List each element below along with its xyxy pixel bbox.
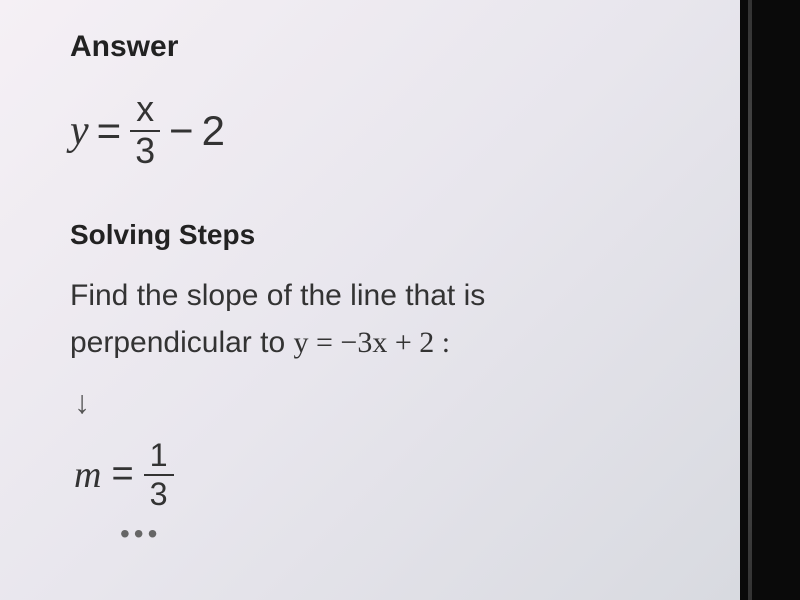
slope-fraction: 1 3	[144, 439, 174, 510]
more-steps-ellipsis[interactable]: •••	[120, 518, 680, 550]
math-solution-panel: Answer y = x 3 − 2 Solving Steps Find th…	[0, 0, 740, 600]
step-text-line1: Find the slope of the line that is	[70, 279, 485, 312]
answer-lhs: y	[70, 107, 89, 155]
answer-numerator: x	[130, 92, 160, 132]
slope-equals: =	[111, 453, 133, 496]
answer-equation: y = x 3 − 2	[70, 92, 680, 169]
solving-steps-heading: Solving Steps	[70, 219, 680, 251]
slope-lhs: m	[74, 453, 101, 497]
step-description: Find the slope of the line that is perpe…	[70, 273, 680, 366]
slope-equation: m = 1 3	[74, 439, 680, 510]
answer-constant: 2	[202, 107, 225, 155]
slope-numerator: 1	[144, 439, 174, 475]
minus-sign: −	[169, 107, 194, 155]
arrow-down-icon: ↓	[74, 384, 680, 421]
answer-heading: Answer	[70, 30, 680, 64]
answer-denominator: 3	[129, 132, 161, 170]
device-frame-edge	[740, 0, 800, 600]
equals-sign: =	[97, 107, 122, 155]
step-inline-equation: y = −3x + 2 :	[293, 326, 450, 359]
answer-fraction: x 3	[129, 92, 161, 169]
step-text-line2: perpendicular to	[70, 326, 293, 359]
slope-denominator: 3	[144, 476, 174, 510]
